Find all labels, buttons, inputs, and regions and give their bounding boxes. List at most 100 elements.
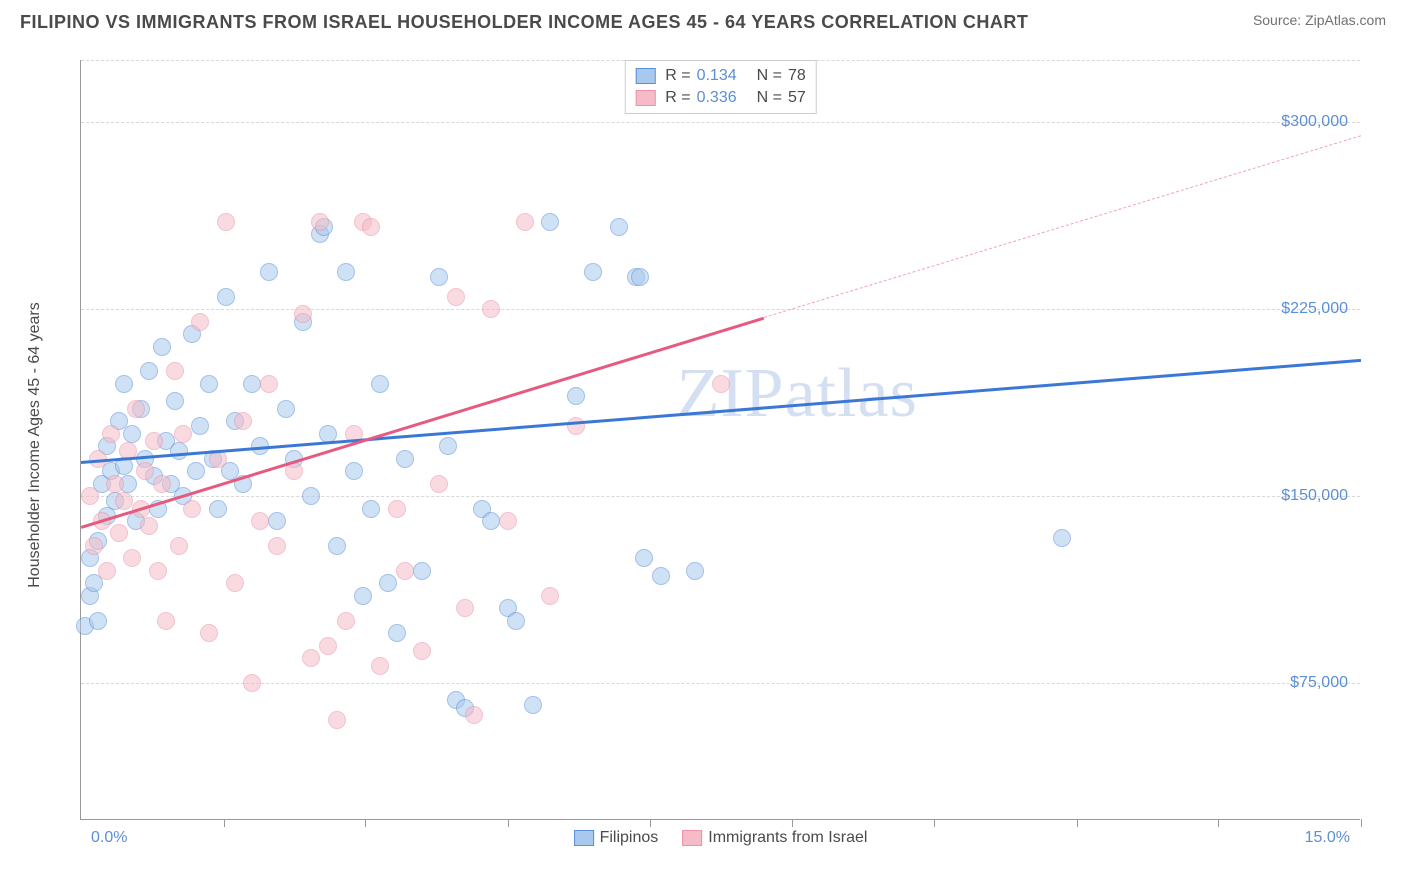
scatter-point bbox=[311, 213, 329, 231]
scatter-point bbox=[413, 562, 431, 580]
legend-swatch bbox=[574, 830, 594, 846]
y-axis-label: Householder Income Ages 45 - 64 years bbox=[26, 302, 44, 588]
x-tick bbox=[224, 819, 225, 827]
scatter-point bbox=[183, 500, 201, 518]
scatter-point bbox=[200, 624, 218, 642]
y-tick-label: $150,000 bbox=[1281, 487, 1348, 505]
scatter-point bbox=[149, 562, 167, 580]
scatter-point bbox=[652, 567, 670, 585]
chart-container: Householder Income Ages 45 - 64 years ZI… bbox=[50, 45, 1390, 845]
scatter-point bbox=[712, 375, 730, 393]
scatter-point bbox=[430, 268, 448, 286]
scatter-point bbox=[319, 637, 337, 655]
scatter-point bbox=[430, 475, 448, 493]
scatter-point bbox=[200, 375, 218, 393]
legend-series-label: Filipinos bbox=[600, 829, 659, 847]
scatter-point bbox=[516, 213, 534, 231]
scatter-point bbox=[260, 263, 278, 281]
scatter-point bbox=[388, 500, 406, 518]
plot-area: ZIPatlas R = 0.134N = 78R = 0.336N = 57 … bbox=[80, 60, 1360, 820]
scatter-point bbox=[507, 612, 525, 630]
scatter-point bbox=[328, 711, 346, 729]
y-tick-label: $225,000 bbox=[1281, 300, 1348, 318]
x-tick bbox=[508, 819, 509, 827]
scatter-point bbox=[413, 642, 431, 660]
scatter-point bbox=[388, 624, 406, 642]
scatter-point bbox=[371, 375, 389, 393]
scatter-point bbox=[153, 475, 171, 493]
scatter-point bbox=[456, 599, 474, 617]
scatter-point bbox=[345, 462, 363, 480]
scatter-point bbox=[187, 462, 205, 480]
scatter-point bbox=[439, 437, 457, 455]
scatter-point bbox=[166, 362, 184, 380]
scatter-point bbox=[140, 362, 158, 380]
legend-swatch bbox=[682, 830, 702, 846]
scatter-point bbox=[170, 537, 188, 555]
scatter-point bbox=[243, 375, 261, 393]
scatter-point bbox=[85, 537, 103, 555]
scatter-point bbox=[145, 432, 163, 450]
legend-swatch bbox=[635, 68, 655, 84]
scatter-point bbox=[631, 268, 649, 286]
scatter-point bbox=[226, 574, 244, 592]
scatter-point bbox=[123, 425, 141, 443]
scatter-point bbox=[1053, 529, 1071, 547]
x-tick bbox=[1218, 819, 1219, 827]
scatter-point bbox=[174, 425, 192, 443]
scatter-point bbox=[302, 649, 320, 667]
x-tick bbox=[792, 819, 793, 827]
legend-r-value: 0.134 bbox=[697, 67, 737, 85]
legend-series-item: Immigrants from Israel bbox=[682, 829, 867, 847]
gridline-h bbox=[81, 122, 1360, 123]
scatter-point bbox=[110, 524, 128, 542]
x-tick bbox=[650, 819, 651, 827]
scatter-point bbox=[81, 487, 99, 505]
legend-stat-row: R = 0.134N = 78 bbox=[635, 65, 806, 87]
scatter-point bbox=[166, 392, 184, 410]
x-tick bbox=[365, 819, 366, 827]
scatter-point bbox=[524, 696, 542, 714]
legend-r-label: R = bbox=[665, 89, 690, 107]
scatter-point bbox=[686, 562, 704, 580]
scatter-point bbox=[277, 400, 295, 418]
legend-series-label: Immigrants from Israel bbox=[708, 829, 867, 847]
gridline-h bbox=[81, 496, 1360, 497]
watermark: ZIPatlas bbox=[677, 354, 918, 434]
y-tick-label: $300,000 bbox=[1281, 113, 1348, 131]
scatter-point bbox=[396, 450, 414, 468]
scatter-point bbox=[541, 213, 559, 231]
scatter-point bbox=[217, 288, 235, 306]
scatter-point bbox=[396, 562, 414, 580]
scatter-point bbox=[136, 462, 154, 480]
legend-n-label: N = bbox=[757, 89, 782, 107]
scatter-point bbox=[362, 500, 380, 518]
scatter-point bbox=[102, 425, 120, 443]
scatter-point bbox=[567, 387, 585, 405]
scatter-point bbox=[243, 674, 261, 692]
source-label: Source: ZipAtlas.com bbox=[1253, 12, 1386, 28]
scatter-point bbox=[482, 512, 500, 530]
legend-n-label: N = bbox=[757, 67, 782, 85]
scatter-point bbox=[127, 400, 145, 418]
scatter-point bbox=[89, 612, 107, 630]
scatter-point bbox=[499, 512, 517, 530]
scatter-point bbox=[140, 517, 158, 535]
scatter-point bbox=[251, 512, 269, 530]
scatter-point bbox=[447, 288, 465, 306]
scatter-point bbox=[191, 313, 209, 331]
legend-stat-row: R = 0.336N = 57 bbox=[635, 87, 806, 109]
scatter-point bbox=[98, 562, 116, 580]
scatter-point bbox=[268, 537, 286, 555]
trend-line-dashed bbox=[764, 135, 1362, 318]
scatter-point bbox=[610, 218, 628, 236]
scatter-point bbox=[465, 706, 483, 724]
scatter-point bbox=[106, 475, 124, 493]
legend-stats: R = 0.134N = 78R = 0.336N = 57 bbox=[624, 60, 817, 114]
scatter-point bbox=[337, 612, 355, 630]
scatter-point bbox=[268, 512, 286, 530]
scatter-point bbox=[541, 587, 559, 605]
scatter-point bbox=[482, 300, 500, 318]
scatter-point bbox=[354, 587, 372, 605]
legend-series: Filipinos Immigrants from Israel bbox=[574, 829, 868, 847]
